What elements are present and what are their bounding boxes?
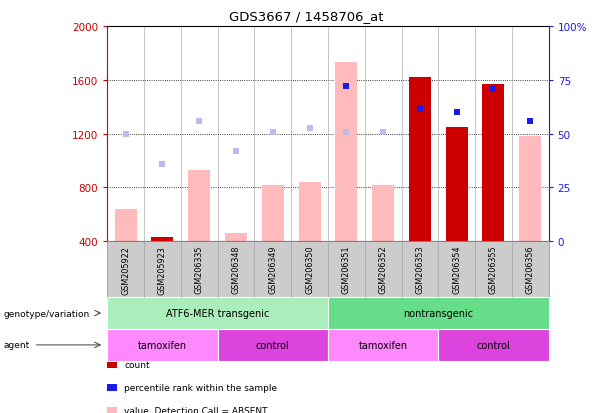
Point xyxy=(378,130,388,136)
Point xyxy=(341,130,351,136)
Point xyxy=(489,87,498,93)
Text: GSM206335: GSM206335 xyxy=(195,245,204,294)
Text: GSM206349: GSM206349 xyxy=(268,245,277,294)
Text: genotype/variation: genotype/variation xyxy=(3,309,89,318)
Bar xyxy=(409,78,431,242)
Text: count: count xyxy=(124,361,150,370)
Bar xyxy=(299,183,321,242)
Bar xyxy=(335,63,357,242)
Text: tamoxifen: tamoxifen xyxy=(359,340,408,350)
Bar xyxy=(225,234,247,242)
Bar xyxy=(151,237,173,242)
Text: GSM206353: GSM206353 xyxy=(416,245,424,294)
Bar xyxy=(262,185,284,242)
Bar xyxy=(519,137,541,242)
Text: GSM206350: GSM206350 xyxy=(305,245,314,294)
Text: GSM206356: GSM206356 xyxy=(526,245,535,294)
Text: GSM206355: GSM206355 xyxy=(489,245,498,294)
Point xyxy=(231,148,241,155)
Bar xyxy=(446,128,468,242)
Point xyxy=(415,107,425,113)
Point xyxy=(305,126,314,132)
Bar xyxy=(372,185,394,242)
Text: GSM206351: GSM206351 xyxy=(342,245,351,294)
Bar xyxy=(188,171,210,242)
Text: GSM205923: GSM205923 xyxy=(158,245,167,294)
Text: control: control xyxy=(476,340,511,350)
Text: GSM206348: GSM206348 xyxy=(232,245,240,294)
Text: GDS3667 / 1458706_at: GDS3667 / 1458706_at xyxy=(229,10,384,23)
Text: GSM206354: GSM206354 xyxy=(452,245,461,294)
Point xyxy=(525,119,535,126)
Text: tamoxifen: tamoxifen xyxy=(138,340,187,350)
Point xyxy=(341,84,351,90)
Text: GSM206352: GSM206352 xyxy=(379,245,387,294)
Text: GSM205922: GSM205922 xyxy=(121,245,130,294)
Text: control: control xyxy=(256,340,290,350)
Text: nontransgenic: nontransgenic xyxy=(403,308,473,318)
Text: value, Detection Call = ABSENT: value, Detection Call = ABSENT xyxy=(124,406,268,413)
Point xyxy=(268,130,278,136)
Text: agent: agent xyxy=(3,341,29,349)
Point xyxy=(194,119,204,126)
Point xyxy=(121,131,131,138)
Point xyxy=(158,162,167,169)
Point xyxy=(452,109,462,116)
Text: percentile rank within the sample: percentile rank within the sample xyxy=(124,383,278,392)
Bar xyxy=(115,209,137,242)
Bar xyxy=(482,85,504,242)
Text: ATF6-MER transgenic: ATF6-MER transgenic xyxy=(166,308,269,318)
